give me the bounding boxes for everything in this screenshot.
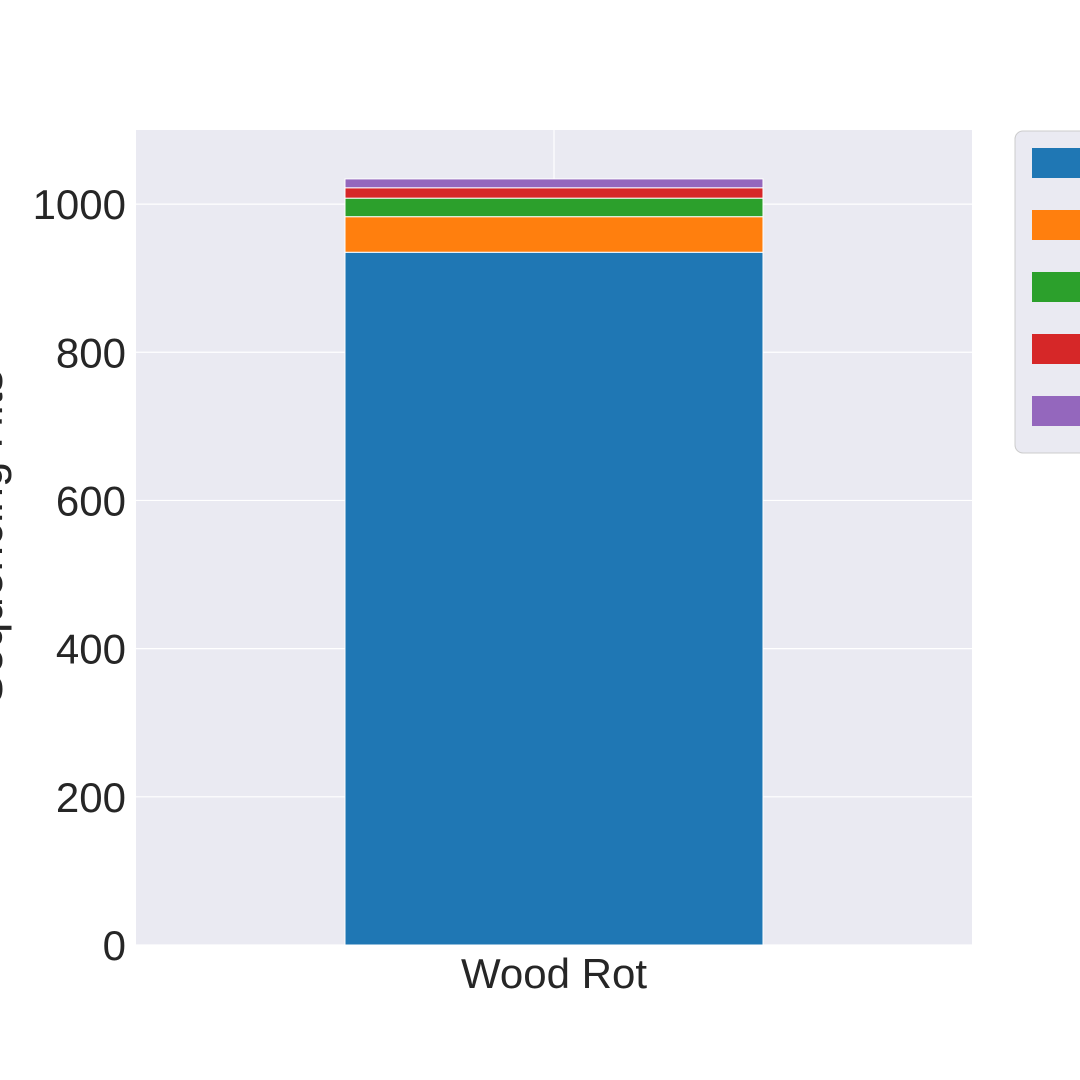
bar-segment-3 <box>344 197 764 218</box>
y-tick-label: 1000 <box>33 181 126 228</box>
bar-segment-1 <box>344 251 764 946</box>
legend-swatch-3 <box>1032 272 1080 302</box>
x-tick-labels: Wood Rot <box>461 950 647 997</box>
y-tick-label: 800 <box>56 329 126 376</box>
legend-swatch-5 <box>1032 396 1080 426</box>
bar-segment-2 <box>344 216 764 253</box>
legend-swatch-2 <box>1032 210 1080 240</box>
y-tick-label: 600 <box>56 477 126 524</box>
bar-segment-5 <box>344 178 764 189</box>
y-axis-title: Sequencing Hits <box>0 370 12 705</box>
legend-swatch-1 <box>1032 148 1080 178</box>
y-tick-label: 0 <box>103 922 126 969</box>
y-tick-label: 400 <box>56 626 126 673</box>
x-tick-label: Wood Rot <box>461 950 647 997</box>
y-tick-label: 200 <box>56 774 126 821</box>
legend <box>1014 130 1080 454</box>
y-tick-labels: 0 200 400 600 800 1000 <box>33 181 126 969</box>
bar-segment-4 <box>344 187 764 199</box>
legend-swatch-4 <box>1032 334 1080 364</box>
bar-segments <box>344 178 764 946</box>
